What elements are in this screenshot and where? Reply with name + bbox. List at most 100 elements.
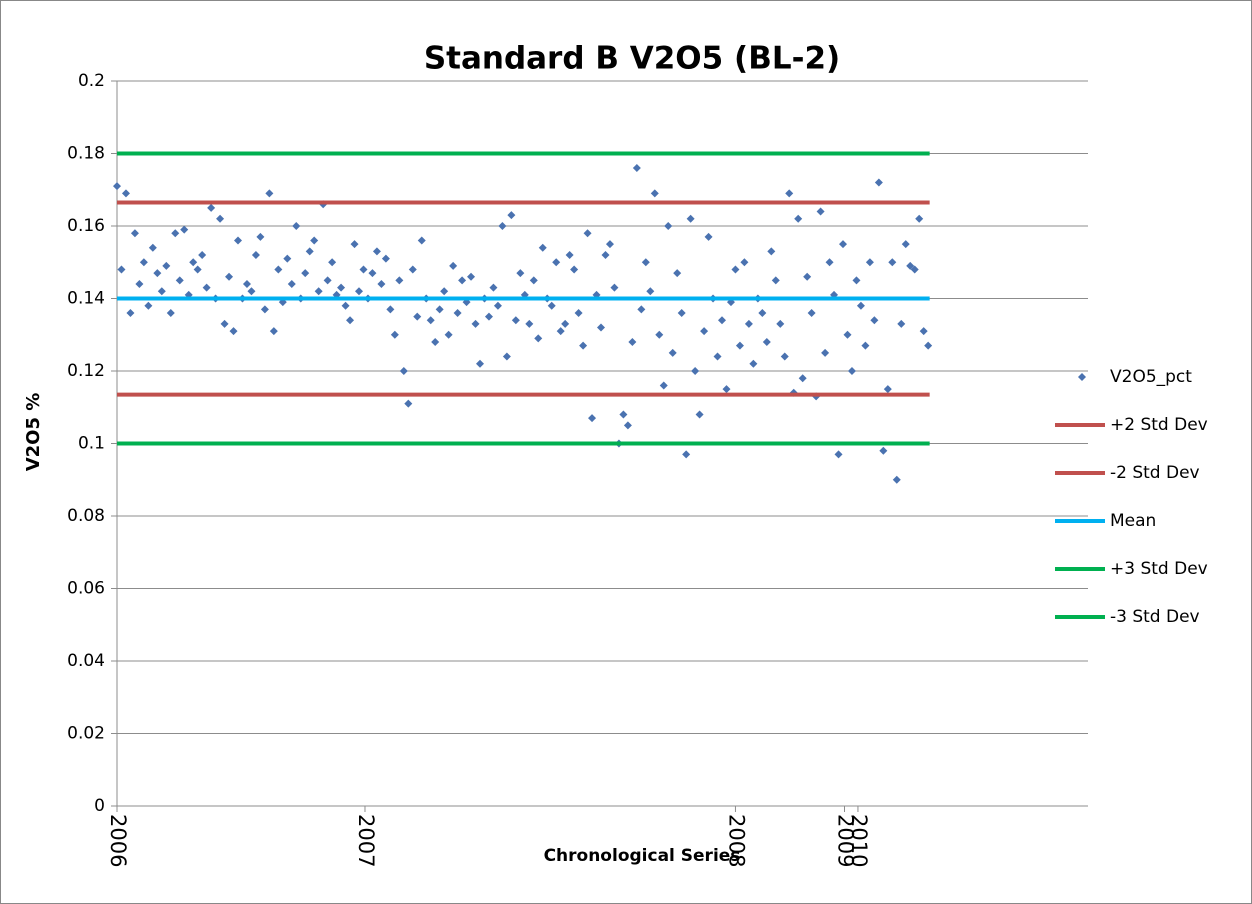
data-point — [404, 399, 413, 408]
data-point — [870, 316, 879, 325]
data-point — [910, 265, 919, 274]
data-point — [229, 327, 238, 336]
data-point — [919, 327, 928, 336]
data-point — [162, 261, 171, 270]
data-point — [180, 225, 189, 234]
data-point — [198, 251, 207, 259]
data-point — [570, 265, 579, 274]
data-point — [283, 254, 292, 263]
data-point — [314, 287, 323, 296]
data-point — [359, 265, 368, 274]
data-point — [740, 258, 749, 267]
data-point — [386, 305, 395, 314]
data-point — [301, 269, 310, 278]
data-point — [189, 258, 198, 267]
data-point — [292, 222, 301, 230]
data-point — [377, 280, 386, 288]
data-point — [767, 247, 776, 256]
data-point — [368, 269, 377, 278]
data-point — [924, 341, 933, 350]
data-point — [785, 189, 794, 198]
y-tick-label: 0.14 — [67, 289, 105, 309]
data-point — [538, 243, 547, 252]
data-point — [722, 385, 731, 394]
data-point — [435, 305, 444, 314]
data-point — [234, 236, 243, 245]
data-point — [117, 265, 126, 274]
data-point — [883, 385, 892, 394]
data-point — [355, 287, 364, 296]
data-point — [561, 319, 570, 328]
data-point — [610, 283, 619, 292]
data-point — [260, 305, 269, 314]
data-point — [341, 301, 350, 310]
data-point — [471, 319, 480, 328]
data-point — [444, 330, 453, 339]
data-point — [135, 280, 144, 288]
data-point — [529, 276, 538, 285]
legend-label: Mean — [1110, 511, 1156, 531]
data-point — [372, 247, 381, 256]
data-point — [798, 374, 807, 383]
data-point — [225, 272, 234, 281]
legend-label: V2O5_pct — [1110, 367, 1192, 387]
data-point — [807, 309, 816, 317]
data-point — [207, 203, 216, 212]
data-point — [399, 367, 408, 375]
data-point — [628, 338, 637, 346]
data-point — [718, 316, 727, 325]
data-point — [632, 164, 641, 172]
data-point — [673, 269, 682, 278]
x-tick-label: 2010 — [847, 814, 871, 867]
data-point — [502, 352, 511, 361]
data-point — [623, 421, 632, 430]
data-point — [547, 301, 556, 310]
x-tick-label: 2007 — [354, 814, 378, 867]
data-point — [780, 352, 789, 361]
data-point — [148, 243, 157, 252]
legend-marker — [1078, 373, 1086, 381]
data-point — [839, 240, 848, 249]
data-point — [265, 189, 274, 198]
data-point — [735, 341, 744, 350]
data-point — [892, 475, 901, 484]
data-point — [511, 316, 520, 325]
data-point — [713, 352, 722, 361]
data-point — [574, 309, 583, 317]
data-point — [641, 258, 650, 267]
data-point — [601, 251, 610, 259]
data-point — [256, 232, 265, 241]
data-point — [588, 414, 597, 423]
data-point — [843, 330, 852, 339]
y-axis-label: V2O5 % — [23, 393, 44, 472]
y-tick-label: 0.12 — [67, 361, 105, 381]
data-point — [157, 287, 166, 296]
data-point — [193, 265, 202, 274]
data-point — [251, 251, 260, 259]
data-point — [749, 359, 758, 368]
data-point — [650, 189, 659, 198]
data-point — [695, 410, 704, 419]
chart-title: Standard B V2O5 (BL-2) — [424, 41, 840, 77]
data-point — [408, 265, 417, 274]
data-point — [153, 269, 162, 278]
data-point — [516, 269, 525, 278]
data-point — [287, 280, 296, 288]
data-point — [220, 319, 229, 328]
data-point — [171, 229, 180, 238]
data-point — [139, 258, 148, 267]
data-point — [597, 323, 606, 332]
data-point — [762, 338, 771, 346]
data-point — [556, 327, 565, 336]
data-point — [861, 341, 870, 350]
data-point — [453, 309, 462, 317]
data-point — [274, 265, 283, 274]
data-point — [202, 283, 211, 292]
data-point — [646, 287, 655, 296]
data-point — [305, 247, 314, 256]
data-point — [175, 276, 184, 285]
data-point — [126, 309, 135, 317]
y-tick-label: 0.1 — [78, 434, 105, 454]
